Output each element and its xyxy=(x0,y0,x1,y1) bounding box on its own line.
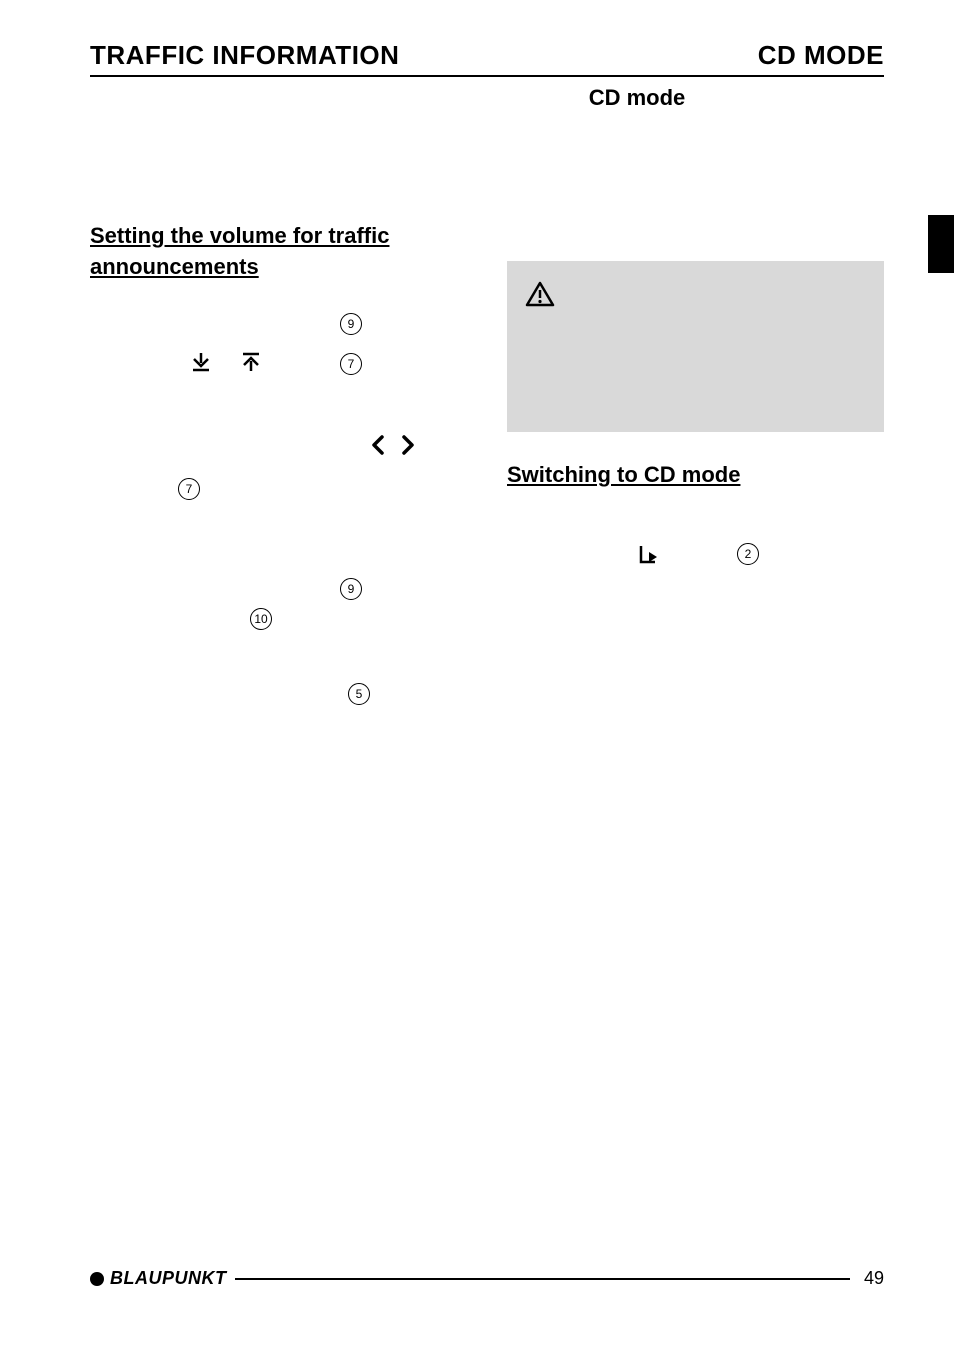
warning-box xyxy=(507,261,884,432)
ref-10: 10 xyxy=(250,608,272,630)
page-footer: BLAUPUNKT 49 xyxy=(90,1268,884,1289)
ref-9a: 9 xyxy=(340,313,362,335)
left-subheading: Setting the volume for traffic announcem… xyxy=(90,221,467,283)
down-to-bar-icon xyxy=(190,351,212,378)
ref-7b: 7 xyxy=(178,478,200,500)
ref-2: 2 xyxy=(737,543,759,565)
header-left-title: TRAFFIC INFORMATION xyxy=(90,40,399,71)
up-to-bar-icon xyxy=(240,351,262,378)
page-header: TRAFFIC INFORMATION CD MODE xyxy=(90,40,884,77)
brand-dot-icon xyxy=(90,1272,104,1286)
section-tab-marker xyxy=(928,215,954,273)
left-right-arrows-icon xyxy=(370,433,416,464)
left-column: Setting the volume for traffic announcem… xyxy=(90,221,467,733)
warning-triangle-icon xyxy=(525,281,555,312)
header-right-title: CD MODE xyxy=(758,40,884,71)
ref-9b: 9 xyxy=(340,578,362,600)
page-number: 49 xyxy=(864,1268,884,1289)
right-subheading: Switching to CD mode xyxy=(507,462,884,488)
brand-text: BLAUPUNKT xyxy=(110,1268,227,1289)
right-column: Switching to CD mode 2 xyxy=(507,221,884,733)
ref-7a: 7 xyxy=(340,353,362,375)
source-line: 2 xyxy=(507,543,884,573)
footer-rule xyxy=(235,1278,850,1280)
brand-logo: BLAUPUNKT xyxy=(90,1268,227,1289)
volume-diagram: 9 7 xyxy=(90,313,467,733)
section-title: CD mode xyxy=(390,85,884,111)
ref-5: 5 xyxy=(348,683,370,705)
source-arrow-icon xyxy=(637,543,659,570)
